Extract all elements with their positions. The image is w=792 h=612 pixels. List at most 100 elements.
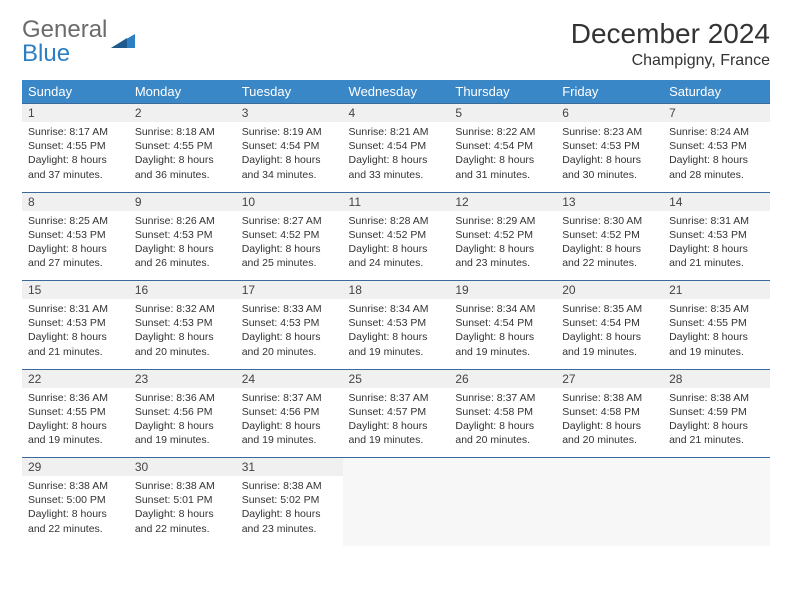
daylight-line: Daylight: 8 hours and 19 minutes. [349,419,444,447]
day-number-cell: 4 [343,104,450,123]
day-content-row: Sunrise: 8:25 AMSunset: 4:53 PMDaylight:… [22,211,770,281]
day-content-cell: Sunrise: 8:26 AMSunset: 4:53 PMDaylight:… [129,211,236,281]
sunset-line: Sunset: 4:59 PM [669,405,764,419]
location-label: Champigny, France [571,52,770,70]
daylight-line: Daylight: 8 hours and 23 minutes. [455,242,550,270]
sunset-line: Sunset: 5:02 PM [242,493,337,507]
daylight-line: Daylight: 8 hours and 27 minutes. [28,242,123,270]
sunset-line: Sunset: 4:54 PM [349,139,444,153]
sunrise-line: Sunrise: 8:19 AM [242,125,337,139]
day-content-cell: Sunrise: 8:22 AMSunset: 4:54 PMDaylight:… [449,122,556,192]
sunset-line: Sunset: 4:53 PM [562,139,657,153]
day-content-cell: Sunrise: 8:28 AMSunset: 4:52 PMDaylight:… [343,211,450,281]
day-number-cell [449,458,556,477]
day-content-row: Sunrise: 8:36 AM Sunset: 4:55 PM Daylight:… [22,388,770,458]
sunset-line: Sunset: 4:52 PM [349,228,444,242]
day-number-cell: 3 [236,104,343,123]
day-number-cell: 11 [343,192,450,211]
day-content-cell: Sunrise: 8:37 AMSunset: 4:58 PMDaylight:… [449,388,556,458]
day-number-cell: 20 [556,281,663,300]
day-number-cell: 6 [556,104,663,123]
daylight-line: Daylight: 8 hours and 22 minutes. [28,507,123,535]
weekday-header: Wednesday [343,80,450,104]
day-number-cell: 15 [22,281,129,300]
daylight-line: Daylight: 8 hours and 22 minutes. [562,242,657,270]
daylight-line: Daylight: 8 hours and 19 minutes. [455,330,550,358]
daylight-line: Daylight: 8 hours and 23 minutes. [242,507,337,535]
day-content-cell: Sunrise: 8:31 AMSunset: 4:53 PMDaylight:… [22,299,129,369]
sunset-line: Sunset: 4:53 PM [242,316,337,330]
sunrise-line: Sunrise: 8:38 AM [28,479,123,493]
day-number-cell: 16 [129,281,236,300]
day-content-cell: Sunrise: 8:35 AMSunset: 4:54 PMDaylight:… [556,299,663,369]
daylight-line: Daylight: 8 hours and 21 minutes. [669,419,764,447]
sunrise-line: Sunrise: 8:35 AM [669,302,764,316]
day-number-cell: 12 [449,192,556,211]
page-title: December 2024 [571,18,770,50]
daylight-line: Daylight: 8 hours and 19 minutes. [135,419,230,447]
daylight-line: Daylight: 8 hours and 22 minutes. [135,507,230,535]
sunset-line: Sunset: 4:52 PM [242,228,337,242]
sunrise-line: Sunrise: 8:30 AM [562,214,657,228]
sunrise-line: Sunrise: 8:38 AM [135,479,230,493]
daylight-line: Daylight: 8 hours and 20 minutes. [562,419,657,447]
sunrise-line: Sunrise: 8:17 AM [28,125,123,139]
sunrise-line: Sunrise: 8:32 AM [135,302,230,316]
sunrise-line: Sunrise: 8:38 AM [242,479,337,493]
sunrise-line: Sunrise: 8:37 AM [349,391,444,405]
day-number-cell [556,458,663,477]
title-block: December 2024 Champigny, France [571,18,770,70]
sunset-line: Sunset: 4:56 PM [135,405,230,419]
day-content-cell: Sunrise: 8:25 AMSunset: 4:53 PMDaylight:… [22,211,129,281]
day-number-cell: 27 [556,369,663,388]
daylight-line: Daylight: 8 hours and 19 minutes. [349,330,444,358]
day-number-cell: 17 [236,281,343,300]
sunset-line: Sunset: 4:55 PM [28,405,123,419]
day-content-cell: Sunrise: 8:23 AMSunset: 4:53 PMDaylight:… [556,122,663,192]
daylight-line: Daylight: 8 hours and 33 minutes. [349,153,444,181]
day-number-cell: 9 [129,192,236,211]
sunrise-line: Sunrise: 8:37 AM [242,391,337,405]
sunset-line: Sunset: 4:53 PM [135,228,230,242]
sunrise-line: Sunrise: 8:31 AM [28,302,123,316]
day-number-cell [663,458,770,477]
sunrise-line: Sunrise: 8:31 AM [669,214,764,228]
day-content-cell: Sunrise: 8:27 AMSunset: 4:52 PMDaylight:… [236,211,343,281]
daylight-line: Daylight: 8 hours and 19 minutes. [562,330,657,358]
sunrise-line: Sunrise: 8:21 AM [349,125,444,139]
day-content-cell: Sunrise: 8:34 AMSunset: 4:53 PMDaylight:… [343,299,450,369]
day-content-row: Sunrise: 8:31 AM Sunset: 4:53 PM Daylight:… [22,299,770,369]
day-content-row: Sunrise: 8:17 AMSunset: 4:55 PMDaylight:… [22,122,770,192]
day-number-cell: 29 [22,458,129,477]
day-number-cell: 31 [236,458,343,477]
weekday-header: Saturday [663,80,770,104]
daylight-line: Daylight: 8 hours and 37 minutes. [28,153,123,181]
day-content-cell [343,476,450,546]
day-content-cell: Sunrise: 8:33 AMSunset: 4:53 PMDaylight:… [236,299,343,369]
day-content-cell: Sunrise: 8:18 AMSunset: 4:55 PMDaylight:… [129,122,236,192]
day-number-cell: 1 [22,104,129,123]
day-number-row: 891011121314 [22,192,770,211]
sunset-line: Sunset: 4:53 PM [135,316,230,330]
day-content-cell: Sunrise: 8:38 AMSunset: 5:00 PMDaylight:… [22,476,129,546]
sunrise-line: Sunrise: 8:36 AM [135,391,230,405]
day-number-cell: 30 [129,458,236,477]
day-number-row: 293031 [22,458,770,477]
sunrise-line: Sunrise: 8:28 AM [349,214,444,228]
day-content-cell: Sunrise: 8:37 AMSunset: 4:56 PMDaylight:… [236,388,343,458]
sunrise-line: Sunrise: 8:33 AM [242,302,337,316]
day-number-cell: 28 [663,369,770,388]
day-content-cell: Sunrise: 8:29 AMSunset: 4:52 PMDaylight:… [449,211,556,281]
logo-word-general: General [22,16,107,43]
day-number-row: 15161718192021 [22,281,770,300]
day-number-cell [343,458,450,477]
sunset-line: Sunset: 4:58 PM [562,405,657,419]
sunset-line: Sunset: 4:55 PM [669,316,764,330]
day-number-cell: 23 [129,369,236,388]
sunset-line: Sunset: 5:00 PM [28,493,123,507]
day-content-cell: Sunrise: 8:35 AMSunset: 4:55 PMDaylight:… [663,299,770,369]
daylight-line: Daylight: 8 hours and 21 minutes. [28,330,123,358]
day-number-cell: 5 [449,104,556,123]
day-content-cell: Sunrise: 8:36 AMSunset: 4:56 PMDaylight:… [129,388,236,458]
daylight-line: Daylight: 8 hours and 19 minutes. [669,330,764,358]
